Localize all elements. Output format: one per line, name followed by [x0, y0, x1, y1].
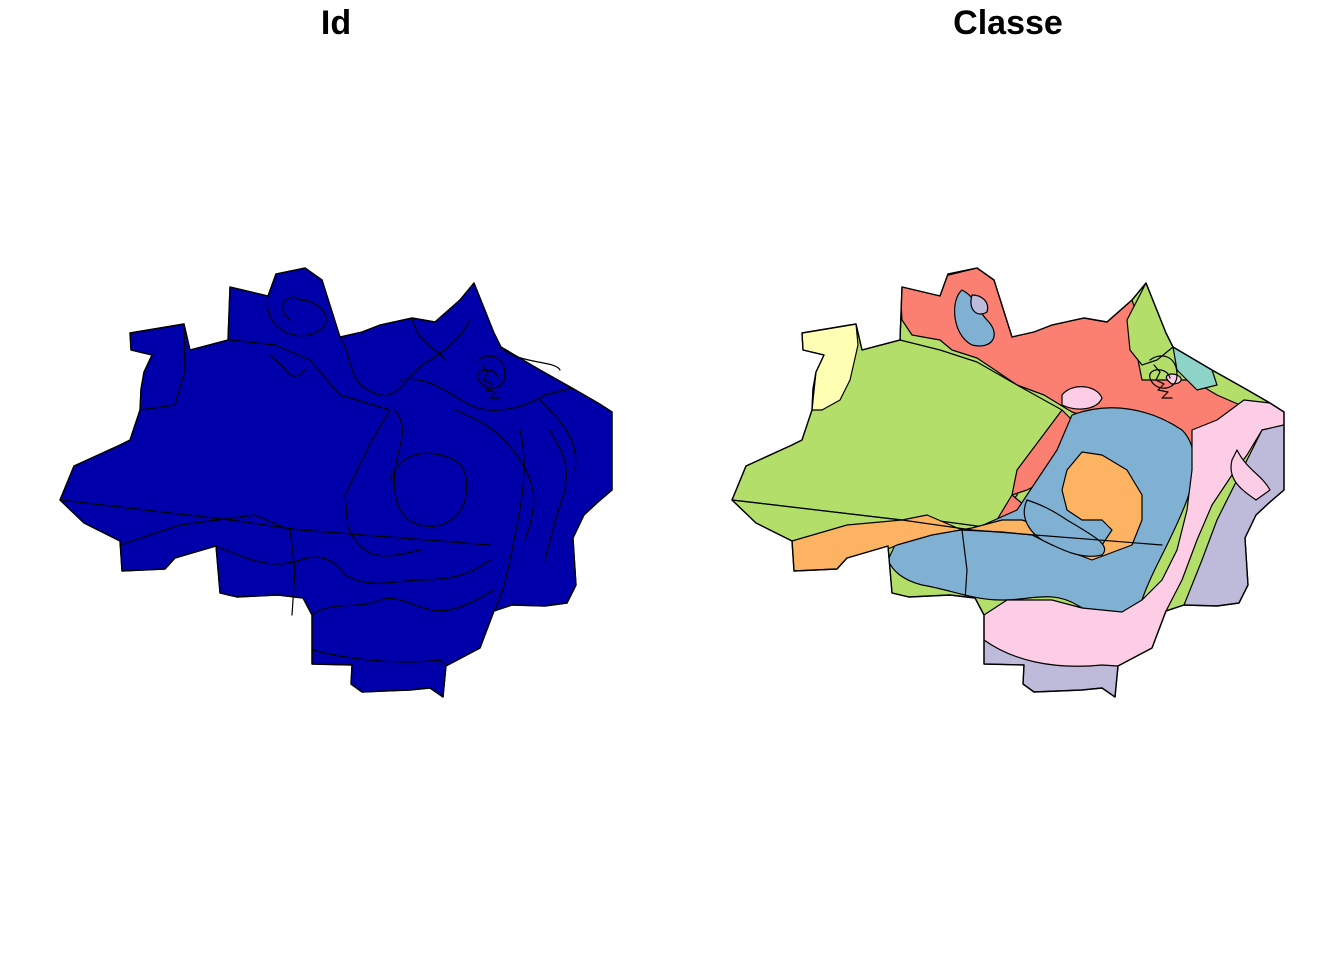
- class-region-green-northeast: [1126, 282, 1174, 366]
- class-region-lavender-north: [970, 294, 989, 315]
- class-boundary-line: [732, 499, 1163, 546]
- class-region-pink-small: [1061, 386, 1103, 410]
- map-panel-classe: Classe: [672, 0, 1344, 960]
- class-regions: [732, 268, 1284, 697]
- panel-title-id: Id: [320, 4, 352, 42]
- class-region-pink-east: [1230, 449, 1271, 501]
- classe-map: [731, 267, 1285, 698]
- class-boundary-marajo-coast: [1153, 364, 1173, 399]
- legal-amazon-region: [59, 267, 613, 698]
- panel-title-classe: Classe: [953, 4, 1063, 42]
- zone-boundaries: [59, 295, 577, 667]
- map-panel-id: Id: [59, 4, 613, 698]
- id-map: [59, 267, 613, 698]
- class-region-blue-inner: [1023, 499, 1106, 557]
